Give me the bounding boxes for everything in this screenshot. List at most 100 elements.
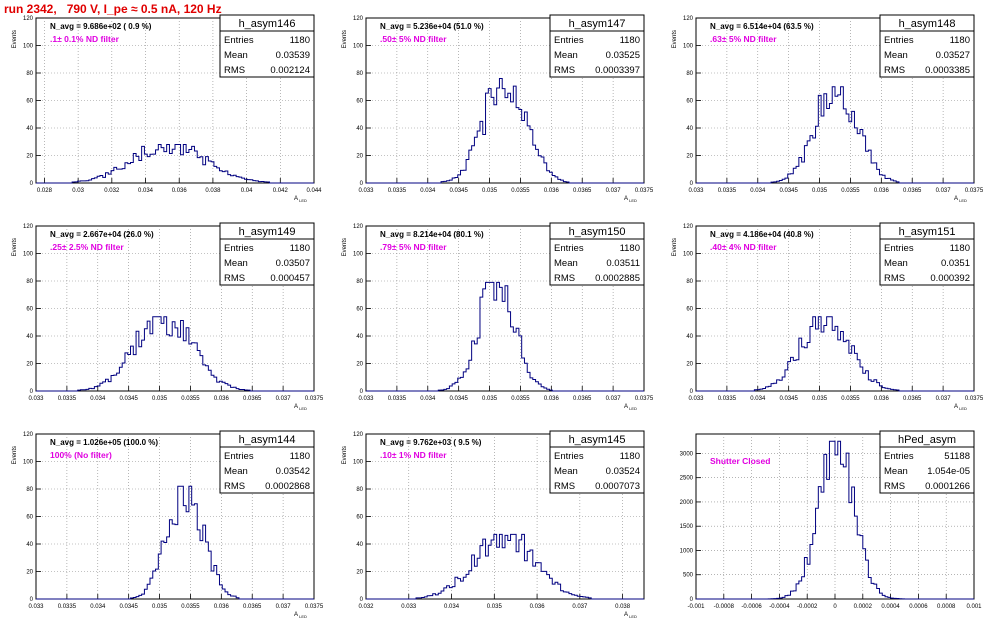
histogram-panel-hPed_asym: -0.001 -0.0008 -0.0006 -0.0004 -0.0002 0 0.000…	[680, 430, 982, 610]
x-tick-label: 0.036	[544, 188, 560, 194]
histogram-panel-h_asym144: 0.033 0.0335 0.034 0.0345 0.035 0.0355 0.036 0.…	[12, 430, 324, 619]
x-tick-label: 0.04	[241, 188, 253, 194]
histogram-name: hPed_asym	[898, 434, 956, 446]
stats-key-mean: Mean	[554, 258, 578, 269]
x-tick-label: 0.0345	[779, 396, 798, 402]
filter-annotation: .1± 0.1% ND filter	[50, 34, 120, 44]
y-tick-label: 20	[26, 154, 33, 160]
x-tick-label: 0.0365	[573, 396, 592, 402]
navg-label: N_avg = 2.667e+04 (26.0 %)	[50, 230, 154, 239]
y-tick-label: 120	[683, 16, 694, 22]
y-tick-label: 20	[356, 362, 363, 368]
stats-key-entries: Entries	[224, 35, 254, 46]
x-tick-label: 0.038	[615, 604, 631, 610]
x-tick-label: 0.034	[138, 188, 154, 194]
y-tick-label: 1500	[680, 524, 694, 530]
stats-value-entries: 1180	[290, 243, 310, 254]
x-tick-label: 0.0365	[243, 396, 262, 402]
histogram-panel-h_asym150: 0.033 0.0335 0.034 0.0345 0.035 0.0355 0.036 0.…	[342, 222, 654, 411]
y-tick-label: 0	[690, 181, 694, 187]
y-tick-label: 100	[353, 252, 364, 258]
y-tick-label: 40	[356, 542, 363, 548]
navg-label: N_avg = 9.762e+03 ( 9.5 %)	[380, 438, 482, 447]
x-tick-label: -0.0004	[769, 604, 790, 610]
y-tick-label: 120	[23, 224, 34, 230]
y-tick-label: 60	[356, 515, 363, 521]
navg-label: N_avg = 9.686e+02 ( 0.9 %)	[50, 22, 152, 31]
stats-value-rms: 0.0003385	[925, 65, 970, 76]
stats-key-entries: Entries	[884, 35, 914, 46]
y-tick-label: 60	[686, 99, 693, 105]
x-tick-label: -0.001	[687, 604, 705, 610]
x-tick-label: 0.0375	[305, 396, 324, 402]
y-tick-label: 20	[356, 570, 363, 576]
y-tick-label: 40	[26, 126, 33, 132]
stats-value-rms: 0.0007073	[595, 481, 640, 492]
x-axis-label: A LED	[624, 404, 637, 411]
stats-box	[879, 222, 975, 286]
x-tick-label: 0.0002	[854, 604, 873, 610]
stats-value-entries: 51188	[944, 451, 970, 462]
y-tick-label: 40	[356, 334, 363, 340]
y-tick-label: 80	[26, 279, 33, 285]
stats-box	[219, 430, 315, 494]
y-tick-label: 60	[356, 307, 363, 313]
histogram-name: h_asym144	[239, 434, 296, 446]
y-tick-label: 100	[353, 44, 364, 50]
y-tick-label: 100	[683, 252, 694, 258]
y-tick-label: 80	[356, 71, 363, 77]
x-tick-label: 0.028	[37, 188, 53, 194]
y-tick-label: 60	[26, 99, 33, 105]
stats-key-rms: RMS	[884, 481, 905, 492]
navg-label: N_avg = 6.514e+04 (63.5 %)	[710, 22, 814, 31]
x-tick-label: 0.036	[874, 396, 890, 402]
x-tick-label: 0.035	[482, 396, 498, 402]
y-tick-label: 60	[26, 307, 33, 313]
x-tick-label: 0.033	[401, 604, 417, 610]
histogram-panel-h_asym148: 0.033 0.0335 0.034 0.0345 0.035 0.0355 0.036 0.…	[672, 14, 984, 203]
navg-label: N_avg = 4.186e+04 (40.8 %)	[710, 230, 814, 239]
y-tick-label: 40	[686, 334, 693, 340]
histogram-name: h_asym145	[569, 434, 626, 446]
stats-key-mean: Mean	[884, 50, 908, 61]
stats-key-rms: RMS	[224, 481, 245, 492]
x-tick-label: 0.032	[104, 188, 120, 194]
y-tick-label: 80	[356, 279, 363, 285]
x-tick-label: 0.03	[72, 188, 84, 194]
x-tick-label: 0.036	[530, 604, 546, 610]
filter-annotation: .50± 5% ND filter	[380, 34, 447, 44]
histogram-name: h_asym147	[569, 18, 626, 30]
x-tick-label: 0.001	[966, 604, 982, 610]
histogram-series	[36, 485, 314, 600]
y-tick-label: 0	[690, 389, 694, 395]
x-tick-label: 0.0355	[511, 396, 530, 402]
x-tick-label: 0.033	[358, 188, 374, 194]
stats-key-mean: Mean	[884, 466, 908, 477]
y-tick-label: 80	[686, 71, 693, 77]
y-tick-label: 80	[26, 71, 33, 77]
stats-value-entries: 1180	[620, 35, 640, 46]
stats-value-rms: 0.0003397	[595, 65, 640, 76]
y-tick-label: 0	[360, 389, 364, 395]
stats-key-rms: RMS	[554, 273, 575, 284]
histogram-name: h_asym148	[899, 18, 956, 30]
stats-key-rms: RMS	[884, 65, 905, 76]
y-tick-label: 120	[353, 16, 364, 22]
stats-key-mean: Mean	[554, 50, 578, 61]
x-axis-label: A LED	[624, 196, 637, 203]
x-tick-label: 0.035	[487, 604, 503, 610]
y-tick-label: 500	[683, 573, 694, 579]
x-tick-label: 0.0375	[635, 188, 654, 194]
filter-annotation: .10± 1% ND filter	[380, 450, 447, 460]
navg-label: N_avg = 8.214e+04 (80.1 %)	[380, 230, 484, 239]
stats-key-entries: Entries	[884, 243, 914, 254]
stats-key-entries: Entries	[224, 243, 254, 254]
x-tick-label: 0.0345	[119, 396, 138, 402]
y-tick-label: 40	[686, 126, 693, 132]
x-tick-label: 0.037	[572, 604, 588, 610]
x-tick-label: 0.042	[273, 188, 289, 194]
x-tick-label: 0.037	[606, 188, 622, 194]
x-tick-label: 0.0375	[635, 396, 654, 402]
run-title: run 2342, 790 V, I_pe ≈ 0.5 nA, 120 Hz	[4, 2, 222, 16]
